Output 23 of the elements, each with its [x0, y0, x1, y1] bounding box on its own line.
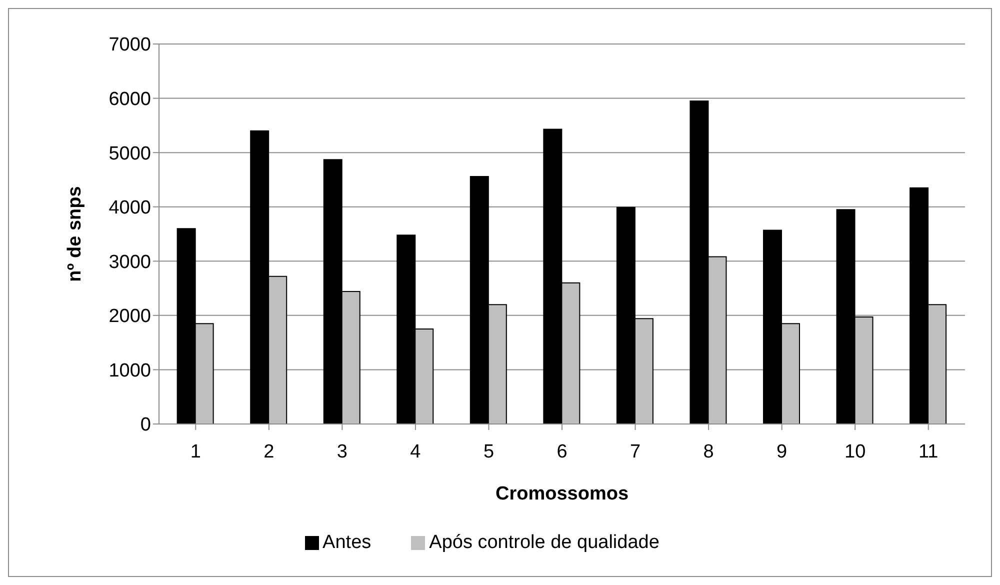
x-tick-label: 4 — [410, 441, 422, 462]
y-tick-label: 4000 — [108, 198, 151, 219]
x-tick-label: 7 — [630, 441, 641, 462]
x-axis-title: Cromossomos — [495, 483, 629, 504]
x-tick-label: 1 — [190, 441, 201, 462]
y-tick-label: 5000 — [108, 143, 151, 164]
y-tick-label: 6000 — [108, 89, 151, 110]
x-tick-label: 2 — [264, 441, 274, 462]
x-tick-label: 3 — [336, 441, 348, 462]
y-tick-label: 7000 — [108, 34, 151, 56]
legend-label: Antes — [322, 532, 372, 553]
x-tick-label: 8 — [703, 441, 714, 462]
y-tick-label: 1000 — [108, 360, 151, 382]
legend-label: Após controle de qualidade — [429, 532, 660, 553]
y-tick-label: 3000 — [108, 252, 151, 273]
x-tick-label: 11 — [918, 441, 938, 462]
y-tick-label: 0 — [140, 414, 151, 436]
x-tick-label: 5 — [483, 441, 494, 462]
y-tick-label: 2000 — [108, 306, 151, 328]
x-tick-label: 9 — [776, 441, 788, 462]
y-axis-title: nº de snps — [64, 186, 86, 282]
x-tick-label: 10 — [844, 441, 866, 462]
x-tick-label: 6 — [556, 441, 568, 462]
